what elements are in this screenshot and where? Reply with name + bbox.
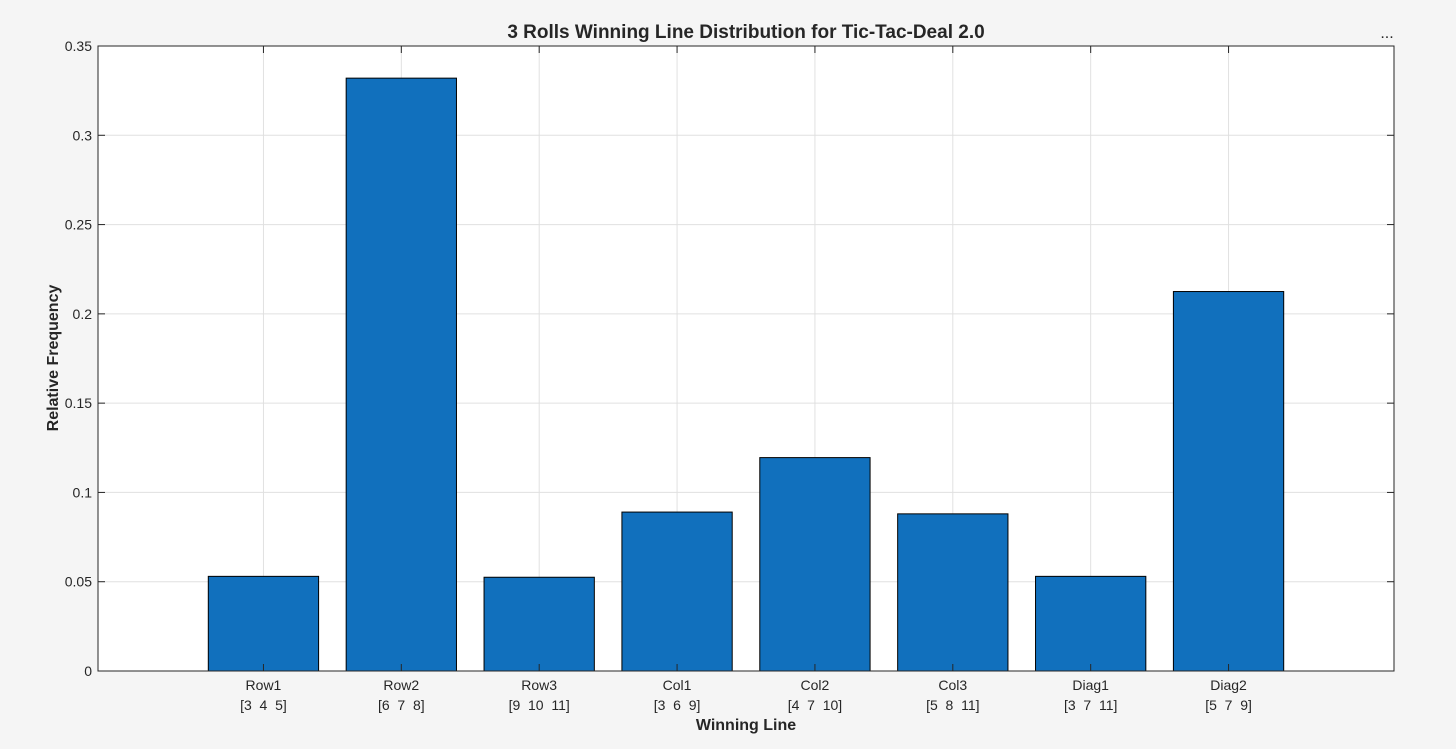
x-tick-sublabel-col2: [4 7 10]	[788, 697, 842, 713]
more-options-icon[interactable]: ...	[1380, 25, 1393, 42]
bars	[207, 77, 1285, 672]
x-tick-sublabel-col1: [3 6 9]	[654, 697, 701, 713]
x-tick-sublabel-col3: [5 8 11]	[926, 697, 979, 713]
x-tick-sublabel-diag2: [5 7 9]	[1205, 697, 1252, 713]
x-tick-sublabel-row1: [3 4 5]	[240, 697, 287, 713]
tick-marks	[98, 45, 1394, 672]
y-tick-label: 0.35	[65, 38, 92, 54]
bar-diag2	[1172, 291, 1285, 672]
x-tick-label-diag2: Diag2	[1210, 677, 1247, 693]
y-tick-label: 0.3	[73, 127, 93, 143]
y-tick-label: 0.25	[65, 217, 92, 233]
y-tick-label: 0.05	[65, 574, 92, 590]
x-tick-label-row2: Row2	[383, 677, 419, 693]
bar-col3	[897, 513, 1009, 672]
x-axis-label: Winning Line	[696, 717, 796, 734]
bar-col1	[621, 511, 733, 672]
x-tick-label-row1: Row1	[246, 677, 282, 693]
x-tick-sublabel-row2: [6 7 8]	[378, 697, 425, 713]
bar-diag1	[1035, 575, 1147, 672]
axes-frame	[97, 45, 1395, 672]
y-tick-labels: 0 0.05 0.1 0.15 0.2 0.25 0.3 0.35	[65, 38, 92, 679]
x-tick-label-row3: Row3	[521, 677, 557, 693]
x-tick-labels: Row1 [3 4 5] Row2 [6 7 8] Row3 [9 10 11] Col1 […	[240, 677, 1252, 713]
y-tick-label: 0	[84, 663, 92, 679]
x-tick-label-col1: Col1	[663, 677, 692, 693]
x-tick-label-col2: Col2	[801, 677, 830, 693]
axes-box	[97, 45, 1395, 672]
y-tick-label: 0.1	[73, 484, 93, 500]
x-tick-sublabel-diag1: [3 7 11]	[1064, 697, 1117, 713]
x-tick-label-col3: Col3	[938, 677, 967, 693]
bar-row3	[483, 576, 595, 672]
bar-row1	[207, 575, 320, 672]
y-axis-label: Relative Frequency	[45, 285, 62, 432]
bar-row2	[345, 77, 457, 672]
y-tick-label: 0.15	[65, 395, 92, 411]
bar-col2	[759, 457, 871, 672]
y-tick-label: 0.2	[73, 306, 93, 322]
x-tick-label-diag1: Diag1	[1072, 677, 1109, 693]
chart-title: 3 Rolls Winning Line Distribution for Ti…	[507, 22, 984, 43]
x-tick-sublabel-row3: [9 10 11]	[509, 697, 570, 713]
